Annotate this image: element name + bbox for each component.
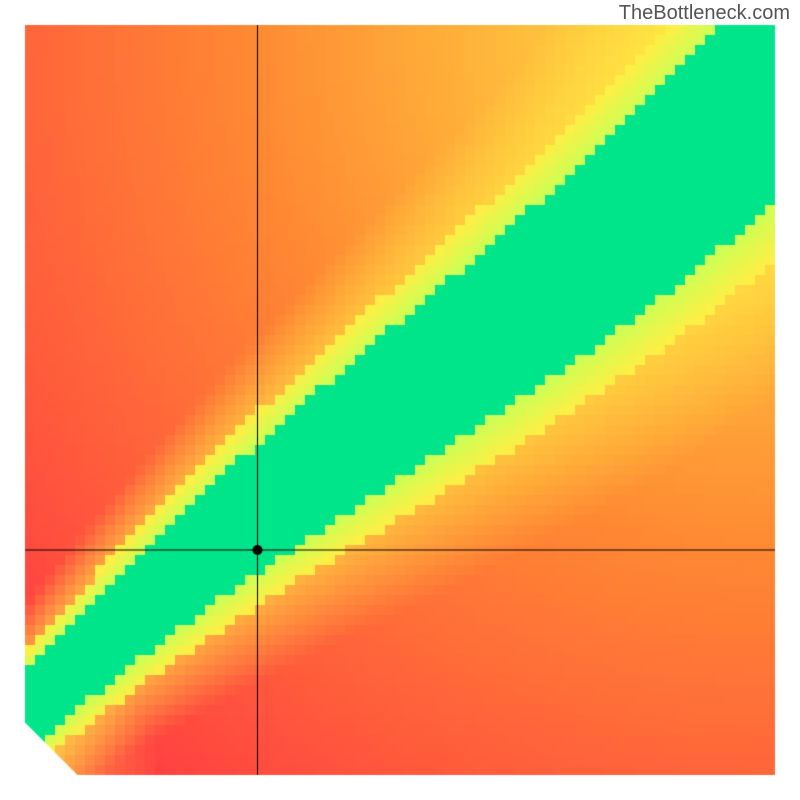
bottleneck-heatmap <box>0 0 800 800</box>
watermark-text: TheBottleneck.com <box>619 2 790 25</box>
